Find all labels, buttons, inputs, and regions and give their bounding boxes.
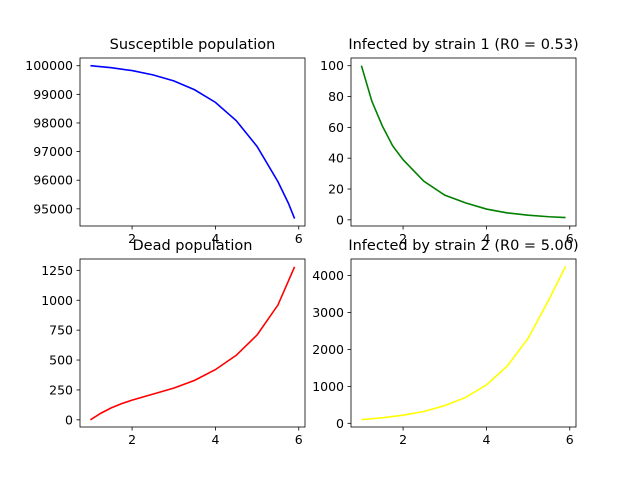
infected-strain2-x-tick-label: 4 xyxy=(482,432,490,447)
susceptible-y-tick-label: 100000 xyxy=(25,58,73,73)
dead-y-tick-label: 1000 xyxy=(41,293,73,308)
susceptible-title: Susceptible population xyxy=(110,37,276,53)
infected-strain2-x-tick-label: 6 xyxy=(566,432,574,447)
susceptible-y-tick-label: 97000 xyxy=(33,144,73,159)
panel-infected-strain2: 2 4 6 0 1000 2000 3000 4000 Infected by strain 2… xyxy=(312,238,578,447)
infected-strain1-y-tick-label: 20 xyxy=(328,182,344,197)
dead-x-tick-label: 6 xyxy=(295,432,303,447)
susceptible-y-tick-label: 95000 xyxy=(33,201,73,216)
infected-strain1-x-tick-label: 4 xyxy=(482,231,490,246)
susceptible-x-tick-label: 2 xyxy=(128,231,136,246)
dead-y-tick-label: 0 xyxy=(65,412,73,427)
panel-dead: 2 4 6 0 250 500 750 1000 1250 Dead population xyxy=(41,238,306,447)
susceptible-y-tick-label: 99000 xyxy=(33,87,73,102)
infected-strain2-y-tick-label: 4000 xyxy=(312,268,344,283)
infected-strain1-x-tick-label: 6 xyxy=(566,231,574,246)
dead-series-line xyxy=(89,266,296,421)
dead-y-tick-label: 500 xyxy=(49,353,73,368)
dead-x-tick-label: 2 xyxy=(128,432,136,447)
infected-strain1-y-tick-label: 100 xyxy=(320,58,344,73)
infected-strain2-y-tick-label: 0 xyxy=(336,416,344,431)
susceptible-series-line xyxy=(90,64,296,219)
infected-strain2-y-tick-label: 3000 xyxy=(312,305,344,320)
panel-susceptible: 2 4 6 95000 96000 97000 98000 99000 100000 Suscep… xyxy=(25,37,306,246)
dead-y-tick-label: 750 xyxy=(49,323,73,338)
infected-strain1-y-tick-label: 0 xyxy=(336,212,344,227)
infected-strain2-series-line xyxy=(361,266,567,421)
infected-strain1-y-tick-label: 80 xyxy=(328,89,344,104)
susceptible-y-tick-label: 96000 xyxy=(33,173,73,188)
susceptible-axes-frame xyxy=(79,57,306,227)
susceptible-x-tick-label: 4 xyxy=(211,231,219,246)
dead-y-tick-label: 1250 xyxy=(41,263,73,278)
infected-strain1-y-tick-label: 60 xyxy=(328,120,344,135)
dead-axes-frame xyxy=(79,258,306,428)
infected-strain2-y-tick-label: 2000 xyxy=(312,342,344,357)
susceptible-x-tick-label: 6 xyxy=(295,231,303,246)
infected-strain1-x-tick-label: 2 xyxy=(399,231,407,246)
infected-strain2-title: Infected by strain 2 (R0 = 5.00) xyxy=(348,238,578,254)
dead-x-tick-label: 4 xyxy=(211,432,219,447)
infected-strain2-axes-frame xyxy=(350,258,577,428)
dead-y-tick-label: 250 xyxy=(49,382,73,397)
infected-strain1-y-tick-label: 40 xyxy=(328,151,344,166)
infected-strain2-y-tick-label: 1000 xyxy=(312,379,344,394)
infected-strain1-title: Infected by strain 1 (R0 = 0.53) xyxy=(348,37,578,53)
infected-strain1-axes-frame xyxy=(350,57,577,227)
susceptible-y-tick-label: 98000 xyxy=(33,115,73,130)
infected-strain1-series-line xyxy=(360,65,566,219)
dead-title: Dead population xyxy=(133,238,253,254)
infected-strain2-x-tick-label: 2 xyxy=(399,432,407,447)
